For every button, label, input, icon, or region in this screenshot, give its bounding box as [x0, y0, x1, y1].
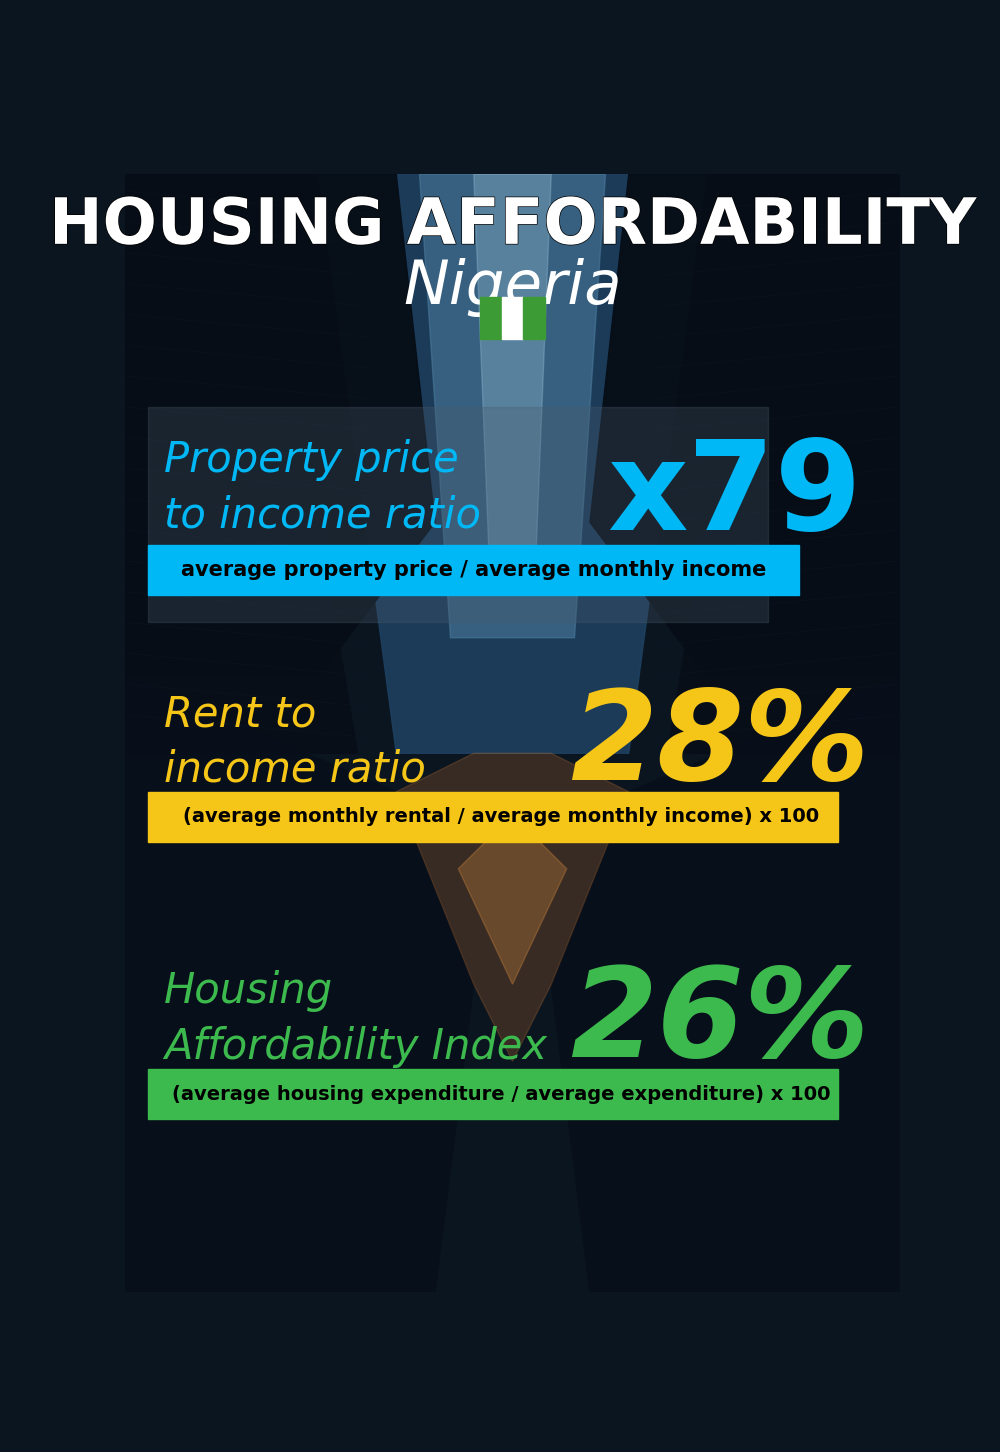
Bar	[523, 296, 545, 338]
Polygon shape	[458, 831, 567, 984]
Text: Property price
to income ratio: Property price to income ratio	[164, 439, 481, 536]
Polygon shape	[420, 174, 606, 637]
Text: 28%: 28%	[570, 685, 869, 806]
Polygon shape	[474, 174, 551, 560]
Bar	[502, 296, 523, 338]
Polygon shape	[668, 523, 900, 754]
Text: HOUSING AFFORDABILITY: HOUSING AFFORDABILITY	[49, 195, 976, 257]
Text: 26%: 26%	[570, 963, 869, 1083]
Polygon shape	[125, 677, 474, 1292]
Polygon shape	[125, 523, 358, 754]
Polygon shape	[396, 754, 629, 1061]
Bar	[148, 791, 838, 842]
Bar	[148, 1069, 838, 1119]
Bar	[148, 546, 799, 595]
Polygon shape	[551, 677, 900, 1292]
Text: (average housing expenditure / average expenditure) x 100: (average housing expenditure / average e…	[172, 1085, 830, 1104]
Polygon shape	[319, 174, 706, 754]
Text: Housing
Affordability Index: Housing Affordability Index	[164, 970, 547, 1067]
Text: Rent to
income ratio: Rent to income ratio	[164, 693, 426, 790]
Text: Nigeria: Nigeria	[403, 258, 622, 317]
Bar	[480, 296, 502, 338]
Text: (average monthly rental / average monthly income) x 100: (average monthly rental / average monthl…	[183, 807, 819, 826]
Polygon shape	[590, 174, 900, 677]
Text: average property price / average monthly income: average property price / average monthly…	[181, 560, 766, 581]
Bar	[148, 407, 768, 623]
Text: x79: x79	[607, 434, 861, 556]
Polygon shape	[125, 174, 435, 677]
